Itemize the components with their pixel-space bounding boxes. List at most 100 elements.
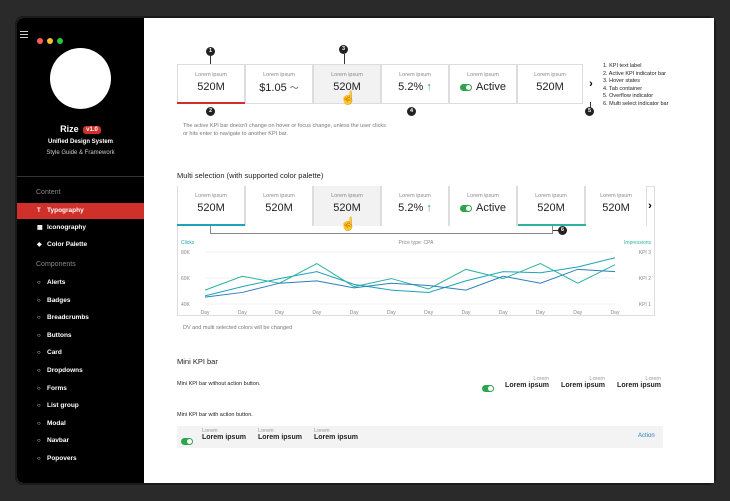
x-tick-label: Day — [424, 310, 433, 316]
sidebar-item-label: Dropdowns — [47, 367, 83, 374]
overflow-indicator[interactable]: › — [589, 78, 593, 90]
kpi-card[interactable]: Lorem ipsum 520M — [517, 64, 583, 104]
kpi-label: Lorem ipsum — [331, 193, 363, 199]
mini-toggle[interactable] — [181, 433, 193, 446]
sidebar-item-buttons[interactable]: ○ Buttons — [17, 328, 144, 344]
mini-toggle[interactable] — [482, 380, 494, 393]
kpi-label: Lorem ipsum — [399, 193, 431, 199]
mini-kpi-item: Lorem Lorem ipsum — [258, 428, 308, 441]
circle-icon: ○ — [37, 315, 41, 322]
mini-kpi-label: Lorem — [202, 428, 218, 434]
kpi-card[interactable]: Lorem ipsum Active — [449, 64, 517, 104]
sidebar-item-label: Color Palette — [47, 241, 88, 248]
right-tick-label: KPI 1 — [639, 302, 651, 308]
overflow-indicator[interactable]: › — [648, 200, 652, 212]
circle-icon: ○ — [37, 332, 41, 339]
kpi-card[interactable]: Lorem ipsum $1.05 〜 — [245, 64, 313, 104]
x-tick-label: Day — [499, 310, 508, 316]
sidebar-item-forms[interactable]: ○ Forms — [17, 381, 144, 397]
legend-item: 6. Multi select indicator bar — [603, 100, 669, 107]
x-tick-label: Day — [201, 310, 210, 316]
action-link[interactable]: Action — [638, 433, 655, 439]
connector-line — [344, 54, 345, 64]
line-chart: Clicks Price type: CPA Impressions 80K KPI 3… — [181, 240, 652, 316]
kpi-bar: Lorem ipsum 520M Lorem ipsum $1.05 〜 Lorem i… — [177, 64, 583, 104]
mini-kpi-item: Lorem Lorem ipsum — [555, 376, 605, 389]
sidebar-item-typography[interactable]: T Typography — [17, 203, 144, 219]
mini-kpi-label: Lorem — [645, 376, 661, 382]
toggle-switch[interactable] — [460, 204, 473, 212]
hand-cursor-icon: ☝ — [340, 216, 357, 231]
circle-icon: ○ — [37, 438, 41, 445]
mini-kpi-bar: Lorem Lorem ipsum Lorem Lorem ipsum Lorem Lor… — [499, 376, 663, 396]
sidebar-item-label: Forms — [47, 384, 67, 392]
sidebar-item-card[interactable]: ○ Card — [17, 345, 144, 361]
kpi-card[interactable]: Lorem ipsum 520M — [177, 186, 245, 226]
kpi-card[interactable]: Lorem ipsum 520M — [245, 186, 313, 226]
x-tick-label: Day — [275, 310, 284, 316]
kpi-value: $1.05 — [259, 82, 287, 94]
typography-icon: T — [37, 208, 41, 214]
kpi-card[interactable]: Lorem ipsum 520M — [585, 186, 647, 226]
marker-2: 2 — [206, 107, 215, 116]
connector-line — [590, 102, 591, 108]
sidebar-item-list-group[interactable]: ○ List group — [17, 398, 144, 414]
kpi-card[interactable]: Lorem ipsum 520M — [313, 64, 381, 104]
sidebar-item-popovers[interactable]: ○ Popovers — [17, 451, 144, 467]
circle-icon: ○ — [37, 297, 41, 304]
kpi-label: Lorem ipsum — [467, 193, 499, 199]
sidebar-item-label: Navbar — [47, 437, 70, 445]
chart-left-label: Clicks — [181, 240, 195, 246]
kpi-card[interactable]: Lorem ipsum 520M — [517, 186, 585, 226]
minimize-dot[interactable] — [47, 38, 53, 44]
main-content: Lorem ipsum 520M Lorem ipsum $1.05 〜 Lorem i… — [144, 18, 714, 483]
toggle-switch[interactable] — [460, 83, 473, 91]
kpi-card[interactable]: Lorem ipsum 5.2% ↑ — [381, 64, 449, 104]
sidebar-item-modal[interactable]: ○ Modal — [17, 416, 144, 432]
sidebar-item-dropdowns[interactable]: ○ Dropdowns — [17, 363, 144, 379]
sidebar-item-iconography[interactable]: ▦ Iconography — [17, 220, 144, 236]
sidebar-item-color-palette[interactable]: ◆ Color Palette — [17, 237, 144, 253]
kpi-value: 5.2% — [398, 81, 424, 93]
kpi-label: Lorem ipsum — [600, 193, 632, 199]
multi-indicator-bar — [518, 224, 586, 226]
mini-kpi-action-bar — [177, 426, 663, 448]
connector-line — [553, 230, 559, 231]
sidebar-item-label: Modal — [47, 419, 66, 427]
maximize-dot[interactable] — [57, 38, 63, 44]
arrow-up-icon: ↑ — [426, 81, 432, 93]
kpi-value: 520M — [536, 81, 564, 93]
kpi-card[interactable]: Lorem ipsum 520M — [177, 64, 245, 104]
y-tick-label: 40K — [181, 302, 191, 308]
sidebar-item-navbar[interactable]: ○ Navbar — [17, 433, 144, 449]
circle-icon: ○ — [37, 350, 41, 357]
kpi-card[interactable]: Lorem ipsum 5.2% ↑ — [381, 186, 449, 226]
kpi-card[interactable]: Lorem ipsum Active — [449, 186, 517, 226]
sidebar-item-label: List group — [47, 402, 79, 410]
legend-item: 1. KPI text label — [603, 63, 642, 69]
multi-indicator-bar — [177, 224, 245, 226]
sidebar-item-badges[interactable]: ○ Badges — [17, 293, 144, 309]
right-tick-label: KPI 3 — [639, 250, 651, 256]
mini-kpi-items: Lorem Lorem ipsum Lorem Lorem ipsum Lorem Lor… — [202, 428, 402, 448]
sidebar-item-breadcrumbs[interactable]: ○ Breadcrumbs — [17, 310, 144, 326]
brand-subtitle: Unified Design System — [47, 139, 113, 145]
sidebar-item-alerts[interactable]: ○ Alerts — [17, 275, 144, 291]
kpi-label: Lorem ipsum — [331, 72, 363, 78]
palette-icon: ◆ — [37, 242, 42, 248]
window-controls — [37, 38, 63, 44]
kpi-card[interactable]: Lorem ipsum 520M — [313, 186, 381, 226]
series-line-1 — [204, 257, 616, 297]
brand-name: Rize — [60, 124, 79, 134]
sidebar: Rize v1.0 Unified Design System Style Gu… — [17, 18, 144, 483]
x-tick-label: Day — [238, 310, 247, 316]
close-dot[interactable] — [37, 38, 43, 44]
kpi-value: 5.2% — [398, 202, 424, 214]
kpi-value: 520M — [333, 81, 361, 93]
arrow-up-icon: ↑ — [426, 202, 432, 214]
mini-kpi-heading: Mini KPI bar — [177, 357, 218, 366]
mini-kpi-item: Lorem Lorem ipsum — [202, 428, 252, 441]
mini-kpi-label: Lorem — [589, 376, 605, 382]
mini-kpi-with-label: Mini KPI bar with action button. — [177, 412, 253, 418]
hamburger-menu-icon[interactable] — [20, 31, 28, 38]
